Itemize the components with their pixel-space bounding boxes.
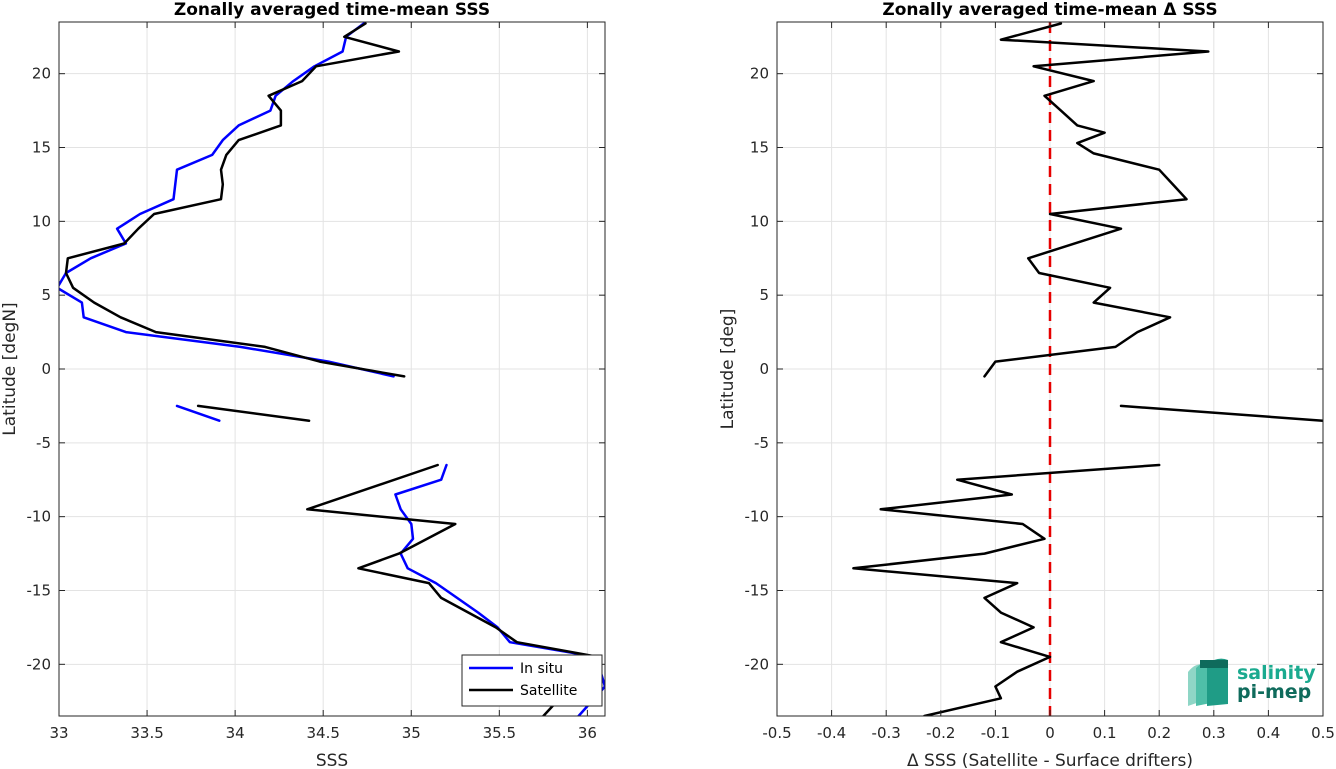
y-tick-label: 20 xyxy=(32,65,51,83)
right-x-axis-label: Δ SSS (Satellite - Surface drifters) xyxy=(907,751,1193,769)
series-line-delta-sss xyxy=(983,22,1210,378)
series-line-in-situ xyxy=(175,404,221,422)
y-tick-label: -10 xyxy=(27,508,52,526)
x-tick-label: 0.5 xyxy=(1311,724,1335,742)
x-tick-label: 0.2 xyxy=(1147,724,1171,742)
legend-box xyxy=(461,654,603,707)
left-chart-panel: 33 33.5 34 34.5 35 35.5 36-20-15-10-505101520 … xyxy=(0,0,606,769)
y-tick-label: -5 xyxy=(36,434,51,452)
y-tick-label: 0 xyxy=(759,360,769,378)
series-line-satellite xyxy=(306,463,600,716)
right-series-group xyxy=(852,22,1323,716)
right-chart-title: Zonally averaged time-mean Δ SSS xyxy=(882,0,1217,20)
y-tick-label: -15 xyxy=(745,581,770,599)
y-tick-label: 20 xyxy=(750,65,769,83)
legend: In situ Satellite xyxy=(461,654,603,707)
right-ticks: -0.5 -0.4 -0.3 -0.2 -0.1 0 0.1 0.2 0.3 0.4 0.5 -20 -… xyxy=(745,22,1335,742)
x-tick-label: 0.4 xyxy=(1256,724,1280,742)
legend-label-satellite: Satellite xyxy=(520,683,577,699)
left-ticks: 33 33.5 34 34.5 35 35.5 36 -20 -15 -10 -5 0 5 10 15 20 xyxy=(27,22,605,742)
y-tick-label: -10 xyxy=(745,508,770,526)
y-tick-label: -5 xyxy=(754,434,769,452)
series-line-delta-sss xyxy=(1119,404,1323,422)
left-grid xyxy=(58,22,605,716)
x-tick-label: 33.5 xyxy=(130,724,163,742)
x-tick-label: 34 xyxy=(226,724,245,742)
series-line-in-situ xyxy=(59,22,395,378)
logo-text-salinity: salinity xyxy=(1237,662,1316,684)
x-tick-label: 35 xyxy=(402,724,421,742)
series-line-delta-sss xyxy=(852,463,1161,716)
x-tick-label: 36 xyxy=(578,724,597,742)
x-tick-label: 34.5 xyxy=(306,724,339,742)
salinity-pimep-logo: salinity pi-mep xyxy=(1188,658,1316,706)
y-tick-label: -20 xyxy=(745,655,770,673)
right-y-axis-label: Latitude [deg] xyxy=(718,309,738,430)
y-tick-label: 15 xyxy=(32,139,51,157)
y-tick-label: 5 xyxy=(41,286,51,304)
x-tick-label: 33 xyxy=(49,724,68,742)
x-tick-label: 0.3 xyxy=(1202,724,1226,742)
y-tick-label: 5 xyxy=(759,286,769,304)
series-line-satellite xyxy=(196,404,311,422)
x-tick-label: 0 xyxy=(1045,724,1055,742)
left-chart-title: Zonally averaged time-mean SSS xyxy=(174,0,490,20)
y-tick-label: -20 xyxy=(27,655,52,673)
left-x-axis-label: SSS xyxy=(316,751,348,769)
x-tick-label: -0.1 xyxy=(981,724,1010,742)
x-tick-label: -0.4 xyxy=(817,724,846,742)
y-tick-label: 15 xyxy=(750,139,769,157)
y-tick-label: 10 xyxy=(750,212,769,230)
x-tick-label: 35.5 xyxy=(483,724,516,742)
right-chart-panel: -0.5 -0.4 -0.3 -0.2 -0.1 0 0.1 0.2 0.3 0.4 0.5 -20 -… xyxy=(718,0,1335,769)
y-tick-label: 10 xyxy=(32,212,51,230)
left-series-group xyxy=(59,22,605,716)
series-line-satellite xyxy=(64,22,406,378)
logo-wave-icon xyxy=(1188,658,1228,706)
x-tick-label: -0.5 xyxy=(762,724,791,742)
x-tick-label: 0.1 xyxy=(1093,724,1117,742)
y-tick-label: 0 xyxy=(41,360,51,378)
y-tick-label: -15 xyxy=(27,581,52,599)
x-tick-label: -0.2 xyxy=(926,724,955,742)
logo-text-pimep: pi-mep xyxy=(1237,681,1311,703)
x-tick-label: -0.3 xyxy=(872,724,901,742)
legend-label-in-situ: In situ xyxy=(520,661,563,677)
left-y-axis-label: Latitude [degN] xyxy=(0,302,20,435)
